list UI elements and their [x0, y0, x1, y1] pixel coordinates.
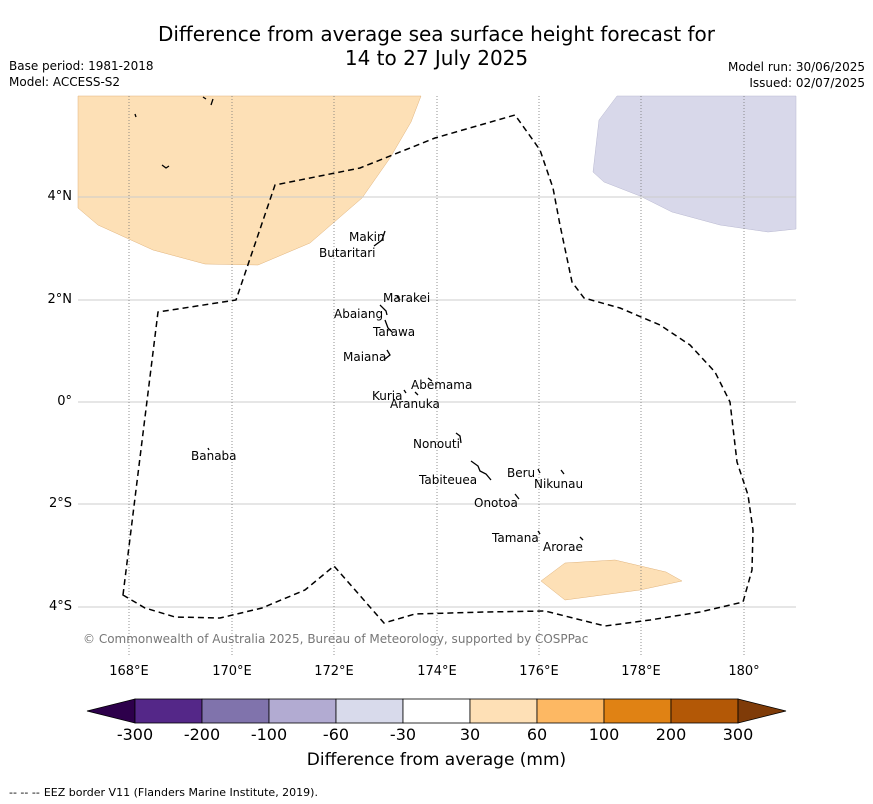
- eez-border: [122, 114, 754, 627]
- map-copyright: © Commonwealth of Australia 2025, Bureau…: [83, 632, 589, 646]
- island-label-arorae: Arorae: [543, 540, 583, 554]
- colorbar-segment-below-min: [86, 698, 136, 724]
- chart-title: Difference from average sea surface heig…: [0, 22, 873, 70]
- colorbar-tick-300: 300: [722, 725, 754, 744]
- issued-date: Issued: 02/07/2025: [749, 76, 865, 90]
- meta-left: Base period: 1981-2018 Model: ACCESS-S2: [9, 58, 154, 90]
- island-label-tarawa: Tarawa: [373, 325, 416, 339]
- lon-label-170e: 170°E: [212, 664, 252, 679]
- lon-label-178e: 178°E: [621, 664, 661, 679]
- title-line-2: 14 to 27 July 2025: [344, 46, 529, 70]
- island-label-onotoa: Onotoa: [474, 496, 518, 510]
- colorbar-tick-30: 30: [459, 725, 481, 744]
- colorbar-tick-minus100: -100: [250, 725, 288, 744]
- meta-right: Model run: 30/06/2025 Issued: 02/07/2025: [728, 59, 865, 91]
- colorbar-tick-minus300: -300: [116, 725, 154, 744]
- lon-label-174e: 174°E: [417, 664, 457, 679]
- island-label-banaba: Banaba: [191, 449, 237, 463]
- anomaly-positive-northwest: [77, 95, 422, 266]
- colorbar-segment-5: [402, 698, 471, 724]
- colorbar-segment-1: [134, 698, 203, 724]
- islands-land: [134, 96, 584, 541]
- colorbar-segment-4: [335, 698, 404, 724]
- island-label-kuria: Kuria: [372, 389, 403, 403]
- footer-note: -- -- -- EEZ border V11 (Flanders Marine …: [9, 786, 318, 799]
- colorbar-segment-6: [469, 698, 538, 724]
- eez-legend-dashes: -- -- --: [9, 786, 40, 799]
- island-label-makin: Makin: [349, 230, 385, 244]
- base-period: Base period: 1981-2018: [9, 59, 154, 73]
- anomaly-positive-south: [540, 559, 683, 601]
- model-name: Model: ACCESS-S2: [9, 75, 121, 89]
- island-label-abaiang: Abaiang: [334, 307, 384, 321]
- lat-label-2s: 2°S: [48, 496, 72, 511]
- colorbar-segment-above-max: [737, 698, 787, 724]
- island-label-tabiteuea: Tabiteuea: [419, 473, 478, 487]
- colorbar-segment-2: [201, 698, 270, 724]
- island-label-beru: Beru: [507, 466, 536, 480]
- lat-label-4s: 4°S: [48, 599, 72, 614]
- title-line-1: Difference from average sea surface heig…: [157, 22, 716, 46]
- colorbar-segment-7: [536, 698, 605, 724]
- island-label-butaritari: Butaritari: [319, 246, 376, 260]
- island-label-maiana: Maiana: [343, 350, 387, 364]
- lat-label-4n: 4°N: [47, 189, 73, 204]
- colorbar-title: Difference from average (mm): [306, 750, 567, 770]
- longitude-gridlines: [128, 96, 745, 657]
- colorbar-segment-8: [603, 698, 672, 724]
- colorbar-segment-9: [670, 698, 739, 724]
- colorbar: [86, 698, 787, 724]
- colorbar-segment-3: [268, 698, 337, 724]
- colorbar-tick-200: 200: [655, 725, 687, 744]
- eez-legend-text: EEZ border V11 (Flanders Marine Institut…: [43, 786, 318, 799]
- lon-label-180: 180°: [728, 664, 760, 679]
- colorbar-tick-minus200: -200: [183, 725, 221, 744]
- colorbar-tick-minus60: -60: [322, 725, 350, 744]
- model-run: Model run: 30/06/2025: [727, 60, 865, 74]
- island-label-nonouti: Nonouti: [413, 437, 460, 451]
- lon-label-168e: 168°E: [109, 664, 149, 679]
- lat-label-2n: 2°N: [47, 292, 73, 307]
- lon-label-172e: 172°E: [314, 664, 354, 679]
- island-label-tamana: Tamana: [492, 531, 539, 545]
- lat-label-0: 0°: [57, 394, 72, 409]
- colorbar-tick-100: 100: [588, 725, 620, 744]
- island-label-abemama: Abemama: [411, 378, 473, 392]
- anomaly-negative-northeast: [592, 95, 797, 233]
- colorbar-tick-60: 60: [526, 725, 548, 744]
- island-label-aranuka: Aranuka: [390, 397, 440, 411]
- island-label-marakei: Marakei: [383, 291, 431, 305]
- island-label-nikunau: Nikunau: [534, 477, 584, 491]
- colorbar-tick-minus30: -30: [389, 725, 417, 744]
- lon-label-176e: 176°E: [519, 664, 559, 679]
